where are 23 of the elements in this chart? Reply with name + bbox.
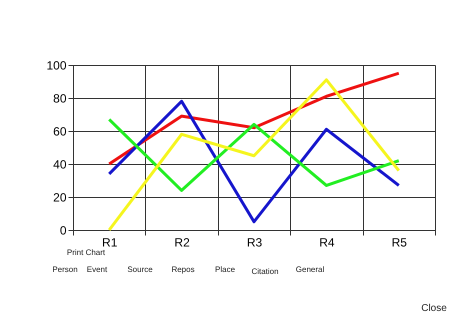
y-tick-label: 60 xyxy=(53,124,67,138)
x-tick-label: R1 xyxy=(102,236,118,250)
line-series xyxy=(108,78,400,232)
text: General xyxy=(296,265,324,274)
text: Close xyxy=(421,303,448,314)
line-series xyxy=(108,100,400,224)
y-tick-label: 100 xyxy=(46,58,67,72)
x-tick-label: R4 xyxy=(319,236,335,250)
y-tick-label: 0 xyxy=(60,224,67,238)
text: Print Chart xyxy=(66,248,106,257)
text: Place xyxy=(214,265,236,274)
text: Event xyxy=(86,265,108,274)
x-tick-label: R3 xyxy=(246,236,262,250)
text: Source xyxy=(127,265,154,274)
line-series xyxy=(108,118,400,192)
text: Citation xyxy=(251,267,279,276)
y-tick-label: 80 xyxy=(53,92,67,106)
x-tick-label: R5 xyxy=(392,236,408,250)
y-tick-label: 20 xyxy=(53,190,67,204)
text: Person xyxy=(52,265,78,274)
y-tick-label: 40 xyxy=(53,158,67,172)
x-tick-label: R2 xyxy=(174,236,190,250)
text: Repos xyxy=(171,265,195,274)
